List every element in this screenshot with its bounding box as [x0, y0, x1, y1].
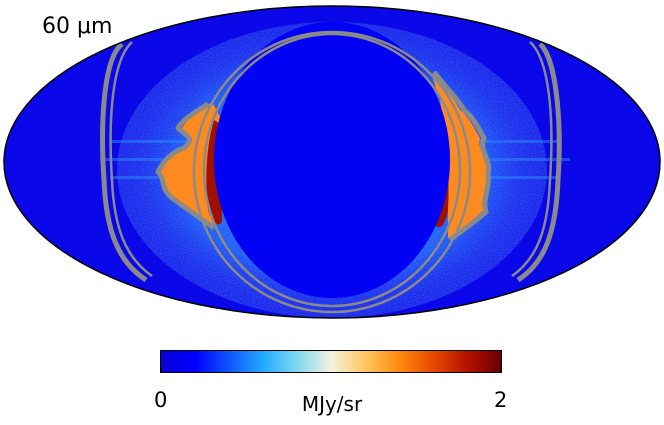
colorbar-unit-label: MJy/sr — [301, 392, 363, 416]
colorbar — [160, 350, 502, 373]
colorbar-min-label: 0 — [154, 388, 168, 412]
contour-lines — [100, 30, 562, 314]
colorbar-max-label: 2 — [494, 388, 508, 412]
colorbar-tick-min — [160, 367, 162, 373]
colorbar-gradient — [161, 351, 501, 372]
colorbar-tick-max — [500, 367, 502, 373]
horizontal-streaks — [100, 140, 570, 179]
masked-region — [214, 22, 450, 298]
band-label: 60 μm — [42, 14, 113, 39]
map-body — [4, 6, 660, 318]
map-outline — [3, 5, 661, 319]
